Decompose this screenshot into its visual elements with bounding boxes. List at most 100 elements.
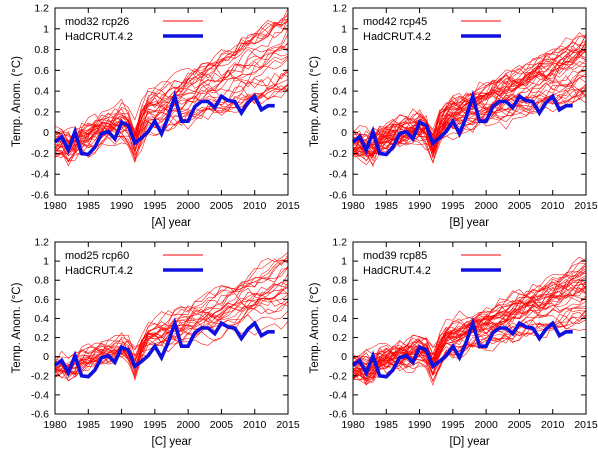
model-run-line xyxy=(353,42,586,149)
y-tick-label: 0.4 xyxy=(332,86,347,98)
x-tick-label: 1980 xyxy=(43,200,67,212)
y-tick-label: 0.4 xyxy=(34,313,49,325)
y-tick-label: -0.6 xyxy=(329,190,347,202)
model-run-line xyxy=(55,257,288,370)
legend: mod25 rcp60 HadCRUT.4.2 xyxy=(65,250,203,277)
y-tick-label: -0.2 xyxy=(329,370,347,382)
y-tick-label: 0 xyxy=(341,127,347,139)
model-run-line xyxy=(353,69,586,161)
x-tick-label: 1980 xyxy=(43,419,67,431)
y-tick-label: 0.2 xyxy=(332,106,347,118)
x-axis-label: [A] year xyxy=(152,217,192,229)
legend-label-model: mod25 rcp60 xyxy=(65,250,129,262)
hadcrut-series-line xyxy=(351,89,573,157)
x-tick-label: 2015 xyxy=(574,200,598,212)
y-tick-label: 0.4 xyxy=(332,313,347,325)
y-tick-label: -0.4 xyxy=(31,169,49,181)
y-tick-label: -0.4 xyxy=(329,389,347,401)
x-tick-label: 2000 xyxy=(176,419,200,431)
y-tick-label: -0.2 xyxy=(329,148,347,160)
x-tick-label: 1995 xyxy=(143,200,167,212)
x-tick-label: 1980 xyxy=(341,419,365,431)
x-axis-label: [B] year xyxy=(450,217,490,229)
y-tick-label: 1.2 xyxy=(332,237,347,249)
legend-label-model: mod32 rcp26 xyxy=(65,16,129,28)
y-tick-label: -0.4 xyxy=(329,169,347,181)
x-axis-label: [C] year xyxy=(152,436,192,448)
model-run-line xyxy=(353,258,586,370)
y-tick-label: 1.2 xyxy=(332,3,347,15)
y-tick-label: 0 xyxy=(341,351,347,363)
model-run-line xyxy=(55,58,288,148)
x-tick-label: 1990 xyxy=(408,419,432,431)
x-tick-label: 1995 xyxy=(441,200,465,212)
plot-frame xyxy=(54,7,289,196)
legend-label-model: mod42 rcp45 xyxy=(363,16,427,28)
y-tick-label: 0.8 xyxy=(332,44,347,56)
legend: mod32 rcp26 HadCRUT.4.2 xyxy=(65,16,203,43)
legend-label-obs: HadCRUT.4.2 xyxy=(363,265,431,277)
model-ensemble xyxy=(55,252,288,382)
x-tick-label: 1985 xyxy=(375,200,399,212)
model-run-line xyxy=(353,50,586,146)
model-run-line xyxy=(55,254,288,375)
model-run-line xyxy=(353,53,586,141)
legend-label-model: mod39 rcp85 xyxy=(363,250,427,262)
panel-d: 1980 1985 1990 1995 2000 2005 2010 2015 -0.6 -0.4… xyxy=(309,237,598,449)
x-tick-label: 2010 xyxy=(243,419,267,431)
x-tick-label: 1990 xyxy=(110,200,134,212)
y-tick-label: -0.6 xyxy=(31,190,49,202)
x-tick-label: 2005 xyxy=(210,200,234,212)
x-tick-label: 1995 xyxy=(441,419,465,431)
y-axis-label: Temp. Anom. (°C) xyxy=(309,282,321,373)
hadcrut-series-line xyxy=(53,89,275,157)
x-tick-label: 1985 xyxy=(375,419,399,431)
model-run-line xyxy=(55,15,288,155)
y-tick-label: 1 xyxy=(43,256,49,268)
x-tick-label: 2005 xyxy=(508,419,532,431)
x-tick-label: 2005 xyxy=(210,419,234,431)
y-tick-label: 0.6 xyxy=(332,294,347,306)
model-run-line xyxy=(353,264,586,359)
x-tick-label: 2000 xyxy=(474,200,498,212)
y-tick-label: 1 xyxy=(341,256,347,268)
y-tick-label: 0.8 xyxy=(34,44,49,56)
model-run-line xyxy=(55,46,288,142)
model-run-line xyxy=(55,85,288,163)
model-run-line xyxy=(353,307,586,385)
panel-b: 1980 1985 1990 1995 2000 2005 2010 2015 -0.6 -0.4… xyxy=(309,3,598,230)
model-run-line xyxy=(55,259,288,376)
x-tick-label: 2015 xyxy=(574,419,598,431)
y-axis-label: Temp. Anom. (°C) xyxy=(11,56,23,147)
legend-label-obs: HadCRUT.4.2 xyxy=(65,31,133,43)
plot-frame xyxy=(352,7,587,196)
model-run-line xyxy=(55,301,288,375)
y-tick-label: 0.8 xyxy=(34,275,49,287)
y-tick-label: 0.2 xyxy=(34,332,49,344)
model-run-line xyxy=(55,88,288,161)
model-run-line xyxy=(353,35,586,147)
model-run-line xyxy=(55,24,288,143)
y-tick-label: 1 xyxy=(341,23,347,35)
y-tick-label: -0.2 xyxy=(31,370,49,382)
hadcrut-series-line xyxy=(351,317,573,379)
y-tick-label: 0.4 xyxy=(34,86,49,98)
model-run-line xyxy=(353,262,586,364)
y-tick-label: -0.6 xyxy=(31,409,49,421)
model-run-line xyxy=(55,12,288,154)
legend: mod39 rcp85 HadCRUT.4.2 xyxy=(363,250,501,277)
y-tick-label: -0.6 xyxy=(329,409,347,421)
x-tick-label: 2005 xyxy=(508,200,532,212)
model-run-line xyxy=(55,43,288,150)
y-tick-label: 0.2 xyxy=(332,332,347,344)
plot-frame xyxy=(54,241,289,415)
x-tick-label: 2010 xyxy=(541,200,565,212)
x-tick-label: 2010 xyxy=(541,419,565,431)
hadcrut-series-line xyxy=(53,317,275,379)
legend-label-obs: HadCRUT.4.2 xyxy=(363,31,431,43)
panel-c: 1980 1985 1990 1995 2000 2005 2010 2015 -0.6 -0.4… xyxy=(11,237,300,449)
x-tick-label: 1995 xyxy=(143,419,167,431)
model-run-line xyxy=(55,281,288,373)
